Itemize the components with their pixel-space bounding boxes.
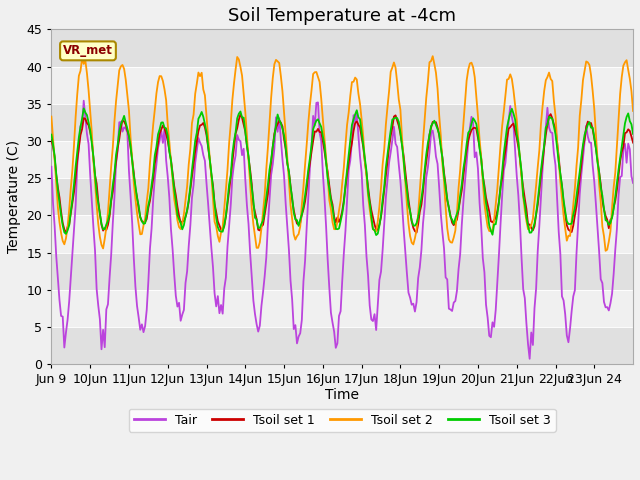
Bar bbox=[51, 104, 633, 141]
Y-axis label: Temperature (C): Temperature (C) bbox=[7, 140, 21, 253]
Text: VR_met: VR_met bbox=[63, 44, 113, 57]
Title: Soil Temperature at -4cm: Soil Temperature at -4cm bbox=[228, 7, 456, 25]
X-axis label: Time: Time bbox=[325, 388, 359, 402]
Bar bbox=[51, 327, 633, 364]
Bar bbox=[51, 141, 633, 178]
Bar bbox=[51, 252, 633, 290]
Legend: Tair, Tsoil set 1, Tsoil set 2, Tsoil set 3: Tair, Tsoil set 1, Tsoil set 2, Tsoil se… bbox=[129, 409, 556, 432]
Bar bbox=[51, 29, 633, 67]
Bar bbox=[51, 290, 633, 327]
Bar bbox=[51, 216, 633, 252]
Bar bbox=[51, 178, 633, 216]
Bar bbox=[51, 67, 633, 104]
